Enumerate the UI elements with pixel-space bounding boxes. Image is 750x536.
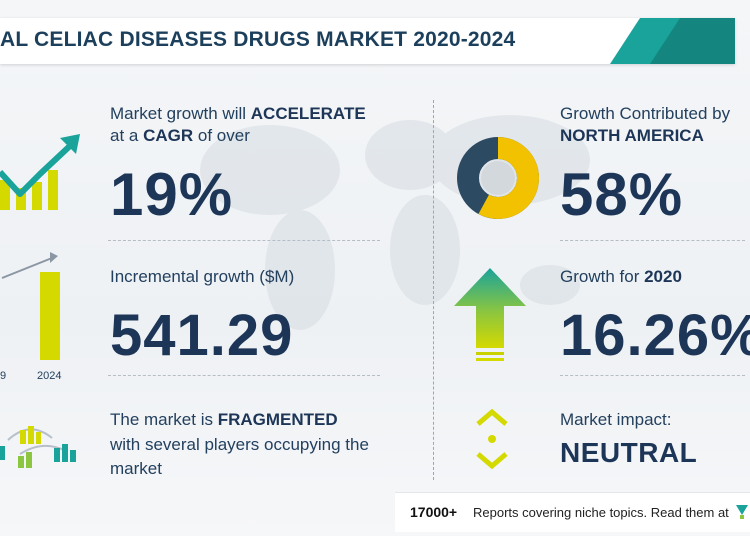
fragmented-line3: market (110, 459, 162, 478)
up-arrow-icon (454, 268, 526, 361)
column-divider (433, 100, 434, 480)
network-buildings-icon (0, 426, 76, 468)
growth-label-line1: Market growth will ACCELERATE (110, 104, 366, 123)
reports-count: 17000+ (410, 504, 458, 520)
fragmented-line1: The market is FRAGMENTED (110, 410, 338, 429)
yoy-value: 16.26% (560, 303, 750, 368)
row-divider (560, 240, 745, 241)
row-divider (108, 375, 380, 376)
row-divider (560, 375, 745, 376)
banner-accent (610, 18, 735, 64)
donut-chart-icon (457, 137, 539, 219)
bar-chart-comparison-icon (1, 252, 60, 360)
footer-text: Reports covering niche topics. Read them… (473, 505, 729, 520)
contribution-value: 58% (560, 161, 684, 228)
incremental-value: 541.29 (110, 303, 294, 368)
chart-year-end: 2024 (37, 370, 62, 382)
fragmented-line2: with several players occupying the (110, 435, 369, 454)
chart-year-start: 9 (0, 370, 7, 382)
technavio-logo-icon[interactable] (736, 505, 748, 519)
report-title: AL CELIAC DISEASES DRUGS MARKET 2020-202… (0, 28, 516, 51)
growth-trend-bar-icon (0, 134, 80, 210)
growth-label-line2: at a CAGR of over (110, 126, 250, 145)
row-divider (108, 240, 380, 241)
impact-value: NEUTRAL (560, 437, 698, 468)
title-banner: AL CELIAC DISEASES DRUGS MARKET 2020-202… (0, 18, 735, 64)
neutral-chevrons-icon (476, 408, 508, 470)
yoy-label: Growth for 2020 (560, 267, 682, 286)
contribution-line1: Growth Contributed by (560, 104, 731, 123)
impact-label: Market impact: (560, 410, 672, 429)
cagr-value: 19% (110, 161, 234, 228)
incremental-label: Incremental growth ($M) (110, 267, 295, 286)
footer-bar: 17000+ Reports covering niche topics. Re… (395, 492, 750, 532)
contribution-line2: NORTH AMERICA (560, 126, 704, 145)
